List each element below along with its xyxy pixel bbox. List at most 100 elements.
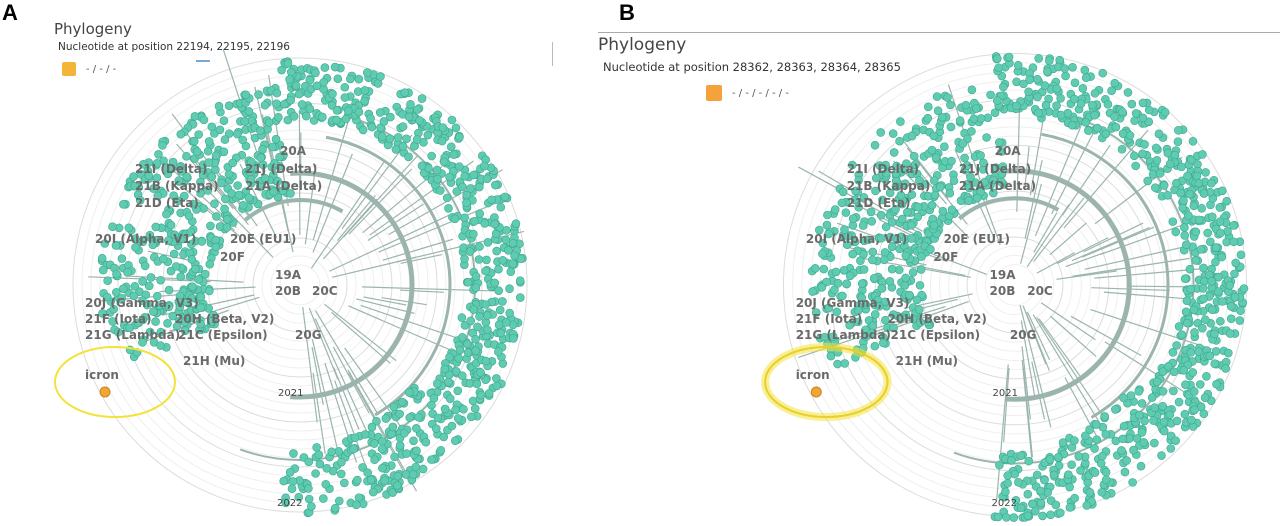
tip-node bbox=[400, 88, 410, 97]
clade-label: 21F (Iota) bbox=[796, 312, 863, 326]
branch bbox=[312, 111, 352, 241]
tip-node bbox=[380, 476, 390, 486]
tip-node bbox=[460, 254, 469, 264]
tip-node bbox=[1098, 68, 1108, 78]
clade-label: 20H (Beta, V2) bbox=[175, 312, 274, 326]
tip-node bbox=[196, 292, 206, 302]
tip-node bbox=[146, 273, 156, 282]
tip-node bbox=[214, 101, 224, 111]
tip-node bbox=[1117, 144, 1127, 154]
year-label: 2021 bbox=[993, 388, 1018, 399]
tip-node bbox=[177, 167, 186, 176]
tip-node bbox=[1078, 83, 1088, 93]
tip-node bbox=[404, 388, 414, 397]
tip-node bbox=[1190, 405, 1199, 415]
tip-node bbox=[286, 189, 295, 198]
tip-node bbox=[1230, 269, 1239, 279]
tip-node bbox=[1189, 387, 1199, 396]
tip-node bbox=[492, 381, 502, 391]
tip-node bbox=[206, 221, 215, 231]
tip-node bbox=[385, 134, 395, 143]
tip-node bbox=[916, 265, 926, 274]
tip-node bbox=[197, 237, 207, 246]
color-by-subtitle: Nucleotide at position 28362, 28363, 283… bbox=[603, 60, 901, 74]
tip-node bbox=[353, 475, 362, 485]
tip-node bbox=[1229, 237, 1238, 247]
tip-node bbox=[1118, 107, 1127, 117]
tip-node bbox=[153, 291, 162, 301]
tip-node bbox=[145, 230, 155, 240]
clade-label: 20C bbox=[312, 284, 338, 298]
tip-node bbox=[1014, 478, 1023, 487]
tip-node bbox=[1183, 171, 1192, 181]
tip-node bbox=[1150, 403, 1159, 412]
tip-node bbox=[393, 471, 403, 481]
tip-node bbox=[1207, 276, 1216, 286]
tip-node bbox=[437, 136, 447, 146]
tip-node bbox=[334, 496, 344, 506]
tip-node bbox=[1023, 511, 1033, 521]
tip-node bbox=[1080, 65, 1090, 75]
branch bbox=[314, 318, 373, 444]
tip-node bbox=[402, 449, 411, 458]
tip-node bbox=[876, 210, 886, 220]
branch bbox=[311, 339, 338, 448]
tip-node bbox=[349, 444, 358, 454]
tip-node bbox=[238, 135, 247, 145]
tip-node bbox=[1127, 99, 1137, 109]
tip-node bbox=[304, 484, 313, 493]
tip-node bbox=[182, 152, 191, 161]
tip-node bbox=[224, 101, 234, 110]
branch bbox=[336, 194, 376, 242]
tip-node bbox=[1185, 189, 1195, 199]
tip-node bbox=[377, 132, 387, 141]
tip-node bbox=[1065, 503, 1075, 512]
tip-node bbox=[494, 264, 503, 274]
branch bbox=[367, 203, 424, 242]
tip-node bbox=[360, 430, 370, 439]
tip-node bbox=[203, 146, 213, 156]
tip-node bbox=[923, 102, 933, 112]
tip-node bbox=[511, 219, 521, 228]
tip-node bbox=[162, 209, 171, 219]
tip-node bbox=[1128, 478, 1137, 487]
tip-node bbox=[1198, 323, 1207, 333]
tip-node bbox=[1226, 302, 1236, 311]
tip-node bbox=[435, 186, 445, 195]
tip-node bbox=[170, 230, 180, 240]
tip-node bbox=[446, 142, 456, 152]
year-label: 2022 bbox=[277, 498, 302, 509]
branch bbox=[348, 168, 413, 235]
tip-node bbox=[362, 68, 372, 77]
tip-node bbox=[469, 229, 478, 239]
tip-node bbox=[856, 256, 865, 266]
tip-node bbox=[1172, 341, 1181, 350]
tip-node bbox=[445, 172, 454, 182]
legend-item[interactable]: - / - / - / - / - bbox=[706, 85, 789, 101]
tip-node bbox=[244, 107, 254, 116]
tip-node bbox=[976, 114, 986, 123]
tip-node bbox=[148, 240, 158, 250]
tip-node bbox=[1191, 256, 1201, 265]
tip-node bbox=[1033, 92, 1042, 102]
tip-node bbox=[1122, 456, 1131, 465]
tip-node bbox=[222, 215, 232, 224]
legend-item[interactable]: - / - / - bbox=[62, 62, 116, 76]
tip-node bbox=[496, 202, 506, 212]
tip-node bbox=[819, 264, 829, 274]
tip-node bbox=[1180, 223, 1189, 232]
branch bbox=[290, 170, 415, 400]
tip-node bbox=[412, 135, 422, 144]
tip-node bbox=[238, 200, 248, 210]
tip-node bbox=[305, 104, 315, 114]
tip-node bbox=[947, 156, 956, 166]
tip-node bbox=[880, 248, 890, 257]
tip-node bbox=[993, 512, 1003, 522]
tip-node bbox=[842, 279, 851, 289]
tip-node bbox=[818, 249, 827, 259]
tip-node bbox=[288, 477, 298, 486]
tip-node bbox=[961, 100, 971, 110]
tip-node bbox=[1230, 292, 1240, 302]
tip-node bbox=[1043, 488, 1052, 497]
